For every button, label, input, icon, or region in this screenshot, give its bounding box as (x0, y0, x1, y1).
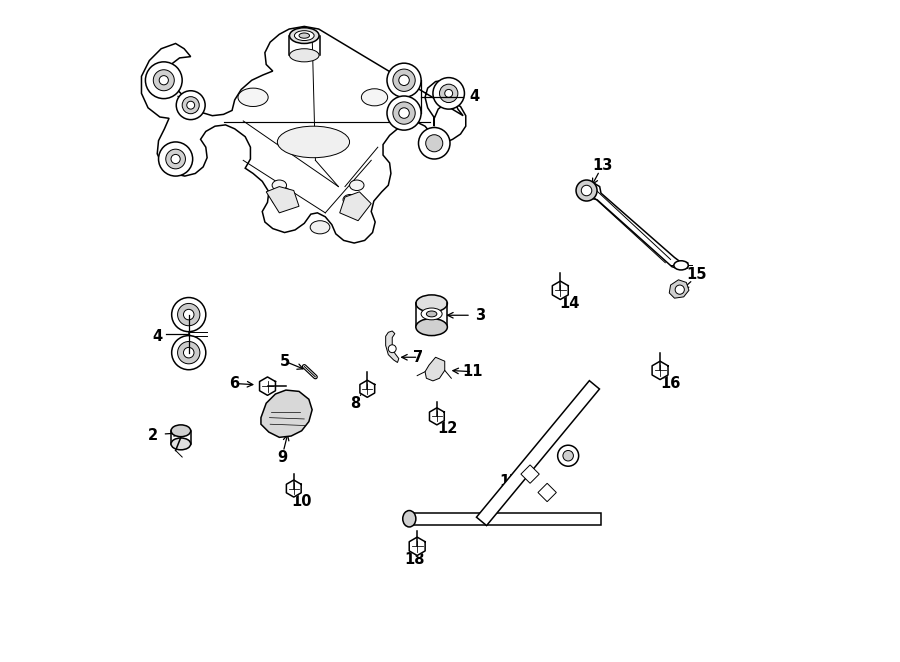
Circle shape (445, 89, 453, 97)
Ellipse shape (402, 510, 416, 527)
Circle shape (177, 342, 200, 364)
Text: 4: 4 (470, 89, 480, 104)
Polygon shape (259, 377, 275, 395)
Circle shape (439, 84, 458, 103)
Circle shape (172, 336, 206, 370)
Text: 15: 15 (687, 267, 707, 282)
Polygon shape (360, 380, 374, 397)
Polygon shape (553, 281, 568, 299)
Circle shape (393, 69, 415, 91)
Circle shape (182, 97, 199, 114)
Ellipse shape (272, 195, 286, 205)
Circle shape (576, 180, 597, 201)
Ellipse shape (416, 318, 447, 336)
Polygon shape (670, 280, 688, 298)
Text: 17: 17 (499, 475, 519, 489)
Ellipse shape (427, 311, 436, 317)
Ellipse shape (238, 88, 268, 107)
Circle shape (158, 142, 193, 176)
Circle shape (159, 75, 168, 85)
Text: 12: 12 (437, 420, 457, 436)
Ellipse shape (277, 126, 349, 158)
Ellipse shape (294, 30, 314, 40)
Circle shape (562, 450, 573, 461)
Ellipse shape (343, 195, 357, 205)
Polygon shape (538, 483, 556, 502)
Circle shape (153, 70, 175, 91)
Ellipse shape (171, 438, 191, 449)
Polygon shape (286, 480, 302, 497)
Polygon shape (266, 187, 299, 213)
Polygon shape (386, 331, 399, 363)
Circle shape (172, 297, 206, 332)
Circle shape (399, 108, 410, 118)
Ellipse shape (290, 28, 319, 44)
Circle shape (387, 63, 421, 97)
Polygon shape (521, 465, 539, 483)
Circle shape (433, 77, 464, 109)
Circle shape (176, 91, 205, 120)
Text: 3: 3 (475, 308, 485, 323)
Text: 14: 14 (559, 296, 580, 311)
Text: 5: 5 (280, 354, 290, 369)
Text: 18: 18 (404, 552, 425, 567)
Text: 8: 8 (350, 396, 361, 410)
Text: 9: 9 (277, 449, 287, 465)
Text: 13: 13 (592, 158, 613, 173)
Circle shape (166, 149, 185, 169)
Polygon shape (581, 183, 688, 269)
Ellipse shape (310, 220, 330, 234)
Text: 4: 4 (153, 329, 163, 344)
Text: 16: 16 (661, 376, 680, 391)
Circle shape (187, 101, 194, 109)
Polygon shape (410, 537, 425, 555)
Ellipse shape (290, 49, 319, 62)
Circle shape (387, 96, 421, 130)
Circle shape (426, 135, 443, 152)
Circle shape (418, 128, 450, 159)
Polygon shape (429, 408, 445, 425)
Circle shape (171, 154, 180, 164)
Polygon shape (652, 361, 668, 379)
Ellipse shape (299, 33, 310, 38)
Polygon shape (425, 357, 445, 381)
Circle shape (581, 185, 592, 196)
Polygon shape (476, 381, 599, 526)
Circle shape (146, 62, 182, 99)
Ellipse shape (416, 295, 447, 312)
Circle shape (388, 345, 396, 353)
Polygon shape (410, 513, 601, 525)
Text: 2: 2 (148, 428, 158, 443)
Text: 10: 10 (292, 494, 312, 509)
Polygon shape (141, 26, 466, 243)
Ellipse shape (272, 180, 286, 191)
Polygon shape (339, 192, 371, 220)
Ellipse shape (362, 89, 388, 106)
Ellipse shape (349, 180, 364, 191)
Text: 11: 11 (462, 364, 482, 379)
Circle shape (558, 446, 579, 466)
Circle shape (184, 348, 194, 358)
Circle shape (184, 309, 194, 320)
Circle shape (399, 75, 410, 85)
Ellipse shape (674, 261, 688, 270)
Ellipse shape (171, 425, 191, 437)
Text: 6: 6 (230, 376, 239, 391)
Text: 1: 1 (161, 85, 172, 100)
Text: 7: 7 (413, 350, 424, 365)
Circle shape (177, 303, 200, 326)
Circle shape (675, 285, 684, 294)
Circle shape (393, 102, 415, 124)
Ellipse shape (421, 308, 442, 320)
Polygon shape (261, 390, 312, 438)
